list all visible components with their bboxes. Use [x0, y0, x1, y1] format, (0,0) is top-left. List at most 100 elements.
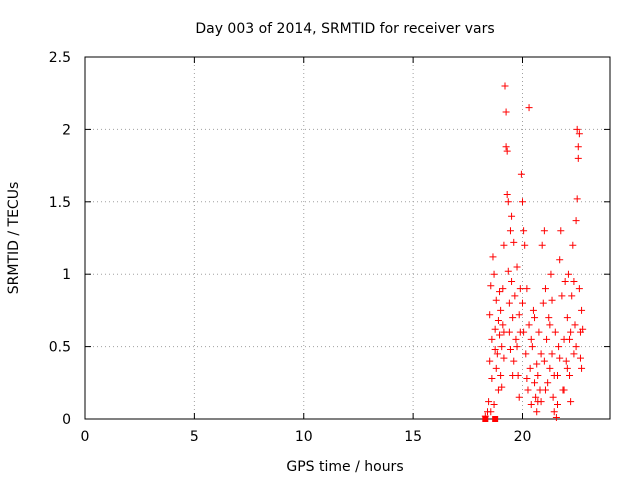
data-point	[558, 292, 566, 300]
plot-frame	[84, 56, 611, 420]
data-point	[534, 372, 542, 380]
data-point	[528, 343, 536, 351]
data-point	[575, 285, 583, 293]
data-point	[543, 335, 551, 343]
data-point	[576, 354, 584, 362]
data-point	[504, 198, 512, 206]
data-point	[544, 379, 552, 387]
data-point	[502, 143, 510, 151]
data-point	[508, 212, 516, 220]
data-point	[569, 241, 577, 249]
data-point	[548, 350, 556, 358]
data-point	[525, 104, 533, 112]
data-point	[561, 277, 569, 285]
data-point	[516, 285, 524, 293]
data-point	[567, 398, 575, 406]
data-point	[519, 198, 526, 206]
data-point	[545, 314, 553, 322]
data-point	[493, 350, 501, 358]
data-point	[573, 195, 581, 203]
data-point	[564, 270, 572, 278]
data-point	[532, 393, 540, 401]
data-point	[570, 277, 578, 285]
data-point	[570, 350, 578, 358]
x-tick-label: 0	[81, 429, 90, 445]
data-point	[487, 282, 495, 290]
data-point	[505, 299, 513, 307]
data-point	[578, 306, 586, 314]
data-point	[537, 350, 545, 358]
data-point	[497, 372, 505, 380]
data-point	[531, 314, 539, 322]
data-point	[525, 321, 533, 329]
data-point	[568, 292, 576, 300]
data-point	[499, 285, 507, 293]
data-point-square	[492, 416, 499, 422]
data-point	[572, 343, 580, 351]
data-point	[540, 357, 548, 365]
data-point	[534, 398, 542, 406]
data-point	[508, 277, 516, 285]
y-tick-label: 1.5	[49, 195, 71, 211]
data-point	[509, 314, 517, 322]
data-point	[535, 328, 543, 336]
data-point	[488, 374, 496, 382]
data-point	[487, 408, 495, 416]
data-point	[557, 227, 565, 235]
data-point	[563, 364, 571, 372]
x-tick-label: 20	[514, 429, 532, 445]
data-point	[492, 364, 500, 372]
data-point	[504, 267, 512, 275]
data-point	[496, 331, 504, 339]
data-point-square	[482, 416, 489, 422]
data-point	[556, 256, 564, 264]
data-point	[491, 325, 499, 333]
data-point	[503, 147, 511, 155]
data-point	[523, 374, 531, 382]
data-point	[503, 191, 511, 199]
data-point	[498, 343, 506, 351]
grid	[85, 57, 610, 419]
data-point	[485, 398, 493, 406]
data-point	[556, 354, 564, 362]
data-point	[550, 408, 558, 416]
data-point	[506, 345, 514, 353]
data-point	[491, 345, 499, 353]
data-point	[551, 328, 559, 336]
data-point	[486, 357, 494, 365]
data-point	[515, 311, 523, 319]
data-point	[501, 82, 509, 90]
x-tick-label: 5	[190, 429, 199, 445]
data-point	[549, 393, 557, 401]
x-tick-label: 15	[404, 429, 422, 445]
chart-title: Day 003 of 2014, SRMTID for receiver var…	[195, 21, 494, 37]
ticks: 0 5 10 15 20 0 0.5 1 1.5 2 2.5	[49, 50, 610, 445]
data-point	[533, 408, 541, 416]
data-point	[521, 241, 529, 249]
data-point	[574, 143, 582, 151]
data-point	[499, 321, 507, 329]
data-point	[490, 401, 498, 409]
data-point	[546, 364, 554, 372]
data-point	[486, 311, 494, 319]
data-point	[538, 241, 546, 249]
data-point	[540, 227, 548, 235]
data-point	[520, 227, 528, 235]
data-point	[511, 292, 519, 300]
data-point	[578, 364, 586, 372]
data-point	[567, 328, 575, 336]
data-point	[533, 360, 541, 368]
data-point	[513, 343, 521, 351]
data-point	[510, 357, 518, 365]
data-point	[574, 154, 582, 162]
x-axis-label: GPS time / hours	[286, 459, 403, 475]
data-point	[555, 343, 563, 351]
data-point	[554, 401, 561, 409]
data-point	[502, 108, 510, 116]
data-point	[566, 335, 574, 343]
data-point	[510, 238, 518, 246]
data-point	[552, 414, 560, 422]
y-tick-label: 2.5	[49, 50, 71, 66]
data-point	[500, 354, 508, 362]
